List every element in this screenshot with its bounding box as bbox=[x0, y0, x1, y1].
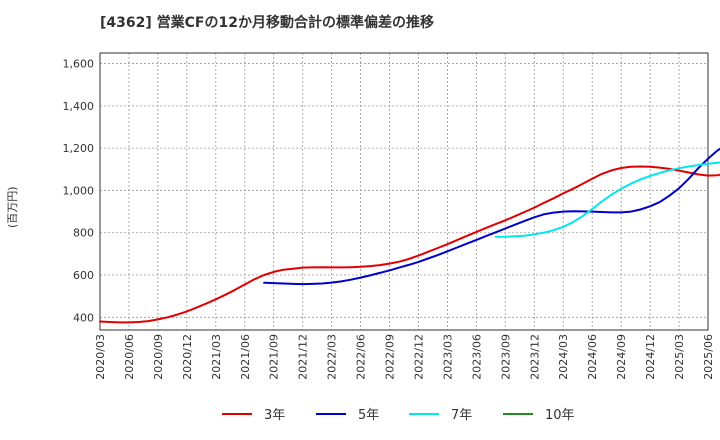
x-tick-label: 2022/09 bbox=[384, 334, 397, 380]
series-line-2 bbox=[263, 147, 720, 286]
series-line-1 bbox=[99, 165, 720, 324]
x-tick-label: 2021/09 bbox=[268, 334, 281, 380]
y-tick-label: 1,600 bbox=[63, 58, 95, 71]
x-tick-label: 2021/12 bbox=[297, 334, 310, 380]
y-tick-label: 800 bbox=[73, 227, 94, 240]
x-tick-label: 2025/03 bbox=[673, 334, 686, 380]
x-tick-label: 2023/03 bbox=[441, 334, 454, 380]
legend-label: 7年 bbox=[451, 408, 472, 423]
x-tick-label: 2022/03 bbox=[326, 334, 339, 380]
x-tick-label: 2022/06 bbox=[355, 334, 368, 380]
y-tick-label: 1,000 bbox=[63, 184, 95, 197]
x-tick-label: 2020/12 bbox=[181, 334, 194, 380]
x-tick-label: 2021/03 bbox=[210, 334, 223, 380]
legend-label: 10年 bbox=[545, 408, 575, 423]
y-tick-label: 600 bbox=[73, 269, 94, 282]
x-tick-label: 2024/12 bbox=[644, 334, 657, 380]
x-tick-label: 2021/06 bbox=[239, 334, 252, 380]
x-tick-label: 2020/03 bbox=[94, 334, 107, 380]
series-line-3 bbox=[494, 161, 720, 238]
x-tick-label: 2023/06 bbox=[470, 334, 483, 380]
legend-label: 3年 bbox=[264, 408, 285, 423]
x-tick-label: 2020/06 bbox=[123, 334, 136, 380]
x-tick-label: 2024/03 bbox=[557, 334, 570, 380]
x-tick-label: 2020/09 bbox=[152, 334, 165, 380]
x-tick-label: 2023/12 bbox=[528, 334, 541, 380]
y-tick-label: 1,400 bbox=[63, 100, 95, 113]
x-tick-label: 2022/12 bbox=[412, 334, 425, 380]
chart-title: [4362] 営業CFの12か月移動合計の標準偏差の推移 bbox=[100, 15, 434, 31]
x-tick-label: 2024/09 bbox=[615, 334, 628, 380]
legend-label: 5年 bbox=[358, 408, 379, 423]
y-tick-label: 1,200 bbox=[63, 142, 95, 155]
plot-border bbox=[99, 52, 709, 331]
x-tick-label: 2025/06 bbox=[702, 334, 715, 380]
x-tick-label: 2023/09 bbox=[499, 334, 512, 380]
x-tick-label: 2024/06 bbox=[586, 334, 599, 380]
y-tick-label: 400 bbox=[73, 311, 94, 324]
